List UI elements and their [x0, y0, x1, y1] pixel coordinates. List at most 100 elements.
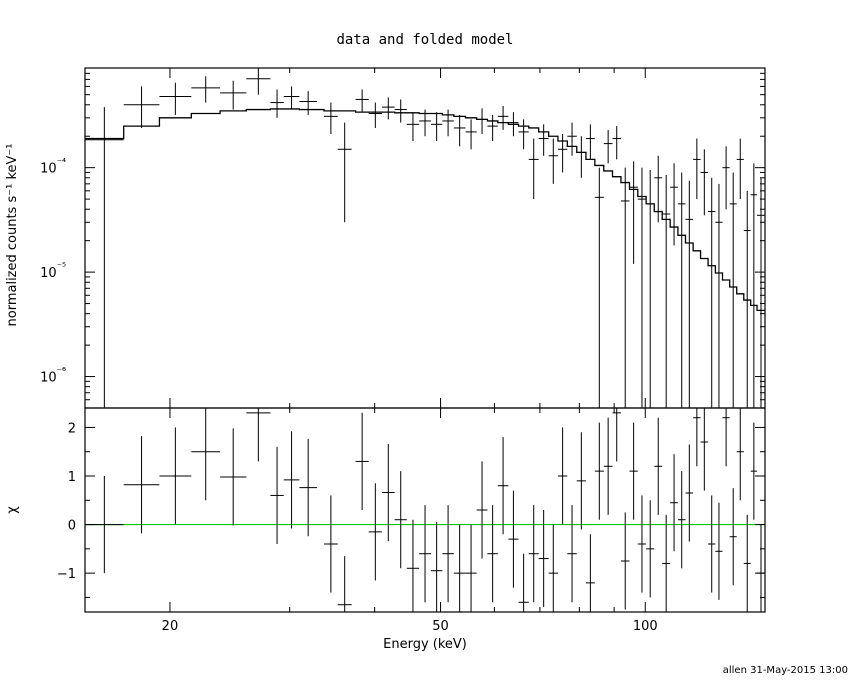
data-point	[381, 97, 395, 120]
bottom-panel-frame	[84, 407, 766, 613]
top-panel: 10⁻⁶ 10⁻⁵ 10⁻⁴ normalized counts s⁻¹ keV⁻¹	[5, 67, 766, 409]
residual-point	[637, 495, 647, 593]
residual-point	[585, 534, 595, 612]
data-point	[394, 99, 407, 123]
data-point	[677, 172, 686, 408]
data-point	[487, 114, 498, 142]
bottom-ylabel: χ	[5, 506, 20, 514]
data-point	[620, 167, 630, 408]
data-point	[123, 86, 160, 128]
data-point	[419, 109, 431, 137]
data-point	[518, 119, 529, 150]
y-tick-label: 10⁻⁶	[40, 367, 66, 386]
data-point	[750, 163, 758, 408]
y-tick-exponent: ⁻⁶	[57, 367, 66, 378]
data-point	[743, 190, 751, 408]
data-point	[159, 82, 192, 115]
data-point	[729, 172, 737, 408]
data-point	[508, 112, 519, 137]
residual-point	[677, 471, 686, 569]
residual-point	[612, 408, 621, 462]
residual-point	[191, 408, 221, 501]
data-point	[637, 167, 647, 408]
data-point	[557, 134, 568, 173]
data-point	[576, 136, 586, 178]
residual-point	[270, 446, 284, 544]
residual-point	[487, 505, 498, 603]
data-point	[368, 102, 382, 128]
residual-point	[337, 556, 352, 612]
residual-point	[567, 505, 577, 603]
data-point	[220, 80, 247, 110]
data-point	[603, 129, 613, 164]
residual-point	[394, 471, 407, 569]
data-point	[191, 76, 221, 103]
top-ylabel: normalized counts s⁻¹ keV⁻¹	[5, 144, 20, 327]
residual-point	[508, 490, 519, 588]
residual-point	[381, 443, 395, 542]
residual-point	[299, 439, 317, 537]
data-point	[708, 177, 716, 408]
residual-point	[406, 519, 420, 612]
x-tick-label: 100	[633, 619, 658, 634]
top-panel-ticks	[85, 68, 765, 409]
data-point	[757, 177, 765, 408]
data-point	[85, 107, 124, 408]
residual-point	[538, 510, 549, 608]
residual-point	[620, 512, 630, 610]
data-point	[442, 109, 454, 137]
residual-point	[670, 454, 678, 552]
x-axis-label: Energy (keV)	[383, 637, 467, 652]
y-tick-label: 1	[68, 470, 76, 485]
residual-point	[419, 505, 431, 603]
y-tick-label: −1	[57, 567, 76, 582]
residual-point	[368, 483, 382, 581]
residual-point	[662, 514, 671, 612]
y-tick-label: 0	[68, 519, 76, 534]
data-point	[662, 175, 671, 408]
y-tick-exponent: ⁻⁴	[57, 158, 66, 169]
residual-point	[324, 495, 338, 593]
data-point	[715, 183, 723, 408]
data-point	[629, 161, 638, 264]
residual-point	[654, 417, 663, 515]
residual-point	[453, 524, 466, 612]
data-point	[654, 155, 663, 223]
data-point	[497, 105, 509, 130]
data-point	[567, 122, 577, 156]
residual-point	[736, 408, 744, 501]
residual-point	[123, 436, 160, 534]
data-point	[670, 163, 678, 246]
data-point	[476, 108, 488, 135]
residual-point	[85, 476, 124, 574]
data-point	[337, 122, 352, 223]
model-step-line	[85, 108, 765, 312]
residual-point	[722, 408, 730, 467]
data-point	[406, 112, 420, 142]
residual-point	[283, 431, 300, 529]
residual-point	[220, 428, 247, 526]
data-point	[246, 68, 271, 95]
x-tick-labels: 20 50 100	[162, 619, 658, 634]
residual-point	[700, 408, 709, 491]
residual-point	[743, 514, 751, 612]
residual-point	[646, 500, 655, 598]
data-point	[585, 124, 595, 160]
residual-point	[603, 417, 613, 515]
data-point	[693, 138, 701, 200]
residual-point	[708, 495, 716, 593]
data-point	[270, 89, 284, 118]
data-point	[700, 149, 709, 216]
residual-point	[685, 444, 694, 542]
x-tick-label: 20	[162, 619, 179, 634]
residual-point	[246, 408, 271, 462]
residual-point	[528, 505, 539, 603]
footer-stamp: allen 31-May-2015 13:00	[723, 665, 848, 676]
residual-point	[715, 502, 723, 600]
data-point	[355, 89, 369, 113]
top-panel-ytick-labels: 10⁻⁶ 10⁻⁵ 10⁻⁴	[40, 158, 66, 386]
residual-point	[430, 522, 443, 612]
data-points-series	[85, 68, 765, 408]
residual-point	[729, 488, 737, 586]
data-point	[736, 138, 744, 200]
